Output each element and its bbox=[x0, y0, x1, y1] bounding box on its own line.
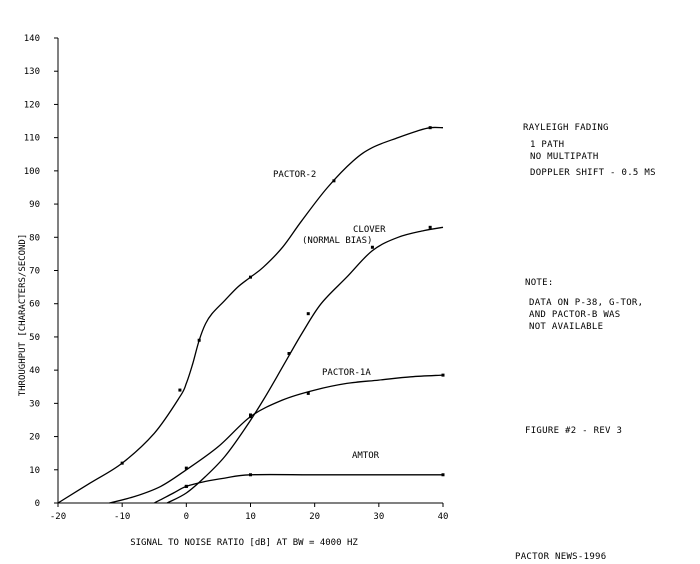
data-point-pactor-2 bbox=[120, 461, 124, 465]
data-point-pactor-1a bbox=[441, 373, 445, 377]
figure-caption: FIGURE #2 - REV 3 bbox=[525, 426, 623, 436]
data-point-clover bbox=[287, 352, 291, 356]
x-tick-label: 30 bbox=[373, 512, 384, 522]
data-point-amtor bbox=[249, 473, 252, 477]
data-point-clover bbox=[306, 312, 310, 316]
note-line-2: AND PACTOR-B WAS bbox=[529, 310, 621, 320]
data-point-clover bbox=[370, 245, 374, 249]
x-tick-label: -10 bbox=[114, 512, 130, 522]
y-tick-label: 90 bbox=[29, 200, 40, 210]
data-point-pactor-2 bbox=[249, 275, 252, 279]
y-tick-label: 70 bbox=[29, 267, 40, 277]
data-point-pactor-2 bbox=[178, 388, 182, 392]
data-point-amtor bbox=[441, 473, 445, 477]
x-tick-label: 20 bbox=[309, 512, 320, 522]
x-tick-label: -20 bbox=[50, 512, 66, 522]
series-line-amtor bbox=[153, 473, 443, 504]
series-label-clover: CLOVER bbox=[353, 225, 386, 235]
fading-title: RAYLEIGH FADING bbox=[523, 123, 609, 133]
x-tick-label: 10 bbox=[245, 512, 256, 522]
y-tick-label: 60 bbox=[29, 300, 40, 310]
y-tick-label: 40 bbox=[29, 366, 40, 376]
x-tick-label: 0 bbox=[184, 512, 189, 522]
y-tick-label: 110 bbox=[24, 134, 40, 144]
y-tick-label: 130 bbox=[24, 67, 40, 77]
data-point-clover bbox=[428, 225, 432, 229]
data-point-pactor-2 bbox=[332, 179, 336, 183]
series-label-pactor-2: PACTOR-2 bbox=[273, 170, 316, 180]
y-tick-label: 50 bbox=[29, 333, 40, 343]
y-tick-label: 0 bbox=[35, 499, 40, 509]
y-tick-label: 10 bbox=[29, 466, 40, 476]
data-point-pactor-2 bbox=[197, 338, 201, 342]
fading-line-2: NO MULTIPATH bbox=[530, 152, 599, 162]
fading-line-3: DOPPLER SHIFT - 0.5 MS bbox=[530, 168, 656, 178]
data-point-pactor-1a bbox=[249, 413, 252, 417]
note-title: NOTE: bbox=[525, 278, 554, 288]
x-tick-label: 40 bbox=[438, 512, 449, 522]
data-point-amtor bbox=[184, 484, 188, 488]
y-tick-label: 140 bbox=[24, 34, 40, 44]
series-label-amtor: AMTOR bbox=[352, 451, 380, 461]
source-caption: PACTOR NEWS-1996 bbox=[515, 552, 607, 562]
series-line-pactor-1a bbox=[109, 374, 444, 504]
data-point-clover bbox=[249, 415, 252, 419]
y-tick-label: 100 bbox=[24, 167, 40, 177]
series-label-clover-bias: (NORMAL BIAS) bbox=[302, 236, 372, 246]
series-lines bbox=[57, 126, 444, 504]
series-label-pactor-1a: PACTOR-1A bbox=[322, 368, 371, 378]
x-axis-label: SIGNAL TO NOISE RATIO [dB] AT BW = 4000 … bbox=[130, 538, 358, 548]
data-point-pactor-1a bbox=[184, 466, 188, 470]
note-line-1: DATA ON P-38, G-TOR, bbox=[529, 298, 644, 308]
chart-axes bbox=[57, 38, 443, 504]
series-line-pactor-2 bbox=[57, 126, 444, 504]
y-tick-label: 120 bbox=[24, 100, 40, 110]
series-line-clover bbox=[166, 226, 444, 504]
data-point-pactor-1a bbox=[306, 391, 310, 395]
y-tick-label: 30 bbox=[29, 399, 40, 409]
fading-line-1: 1 PATH bbox=[530, 140, 565, 150]
y-tick-label: 80 bbox=[29, 233, 40, 243]
note-line-3: NOT AVAILABLE bbox=[529, 322, 604, 332]
y-axis-label: THROUGHPUT [CHARACTERS/SECOND] bbox=[18, 234, 28, 397]
data-point-pactor-2 bbox=[428, 126, 432, 130]
series-markers bbox=[120, 126, 445, 488]
y-tick-label: 20 bbox=[29, 433, 40, 443]
